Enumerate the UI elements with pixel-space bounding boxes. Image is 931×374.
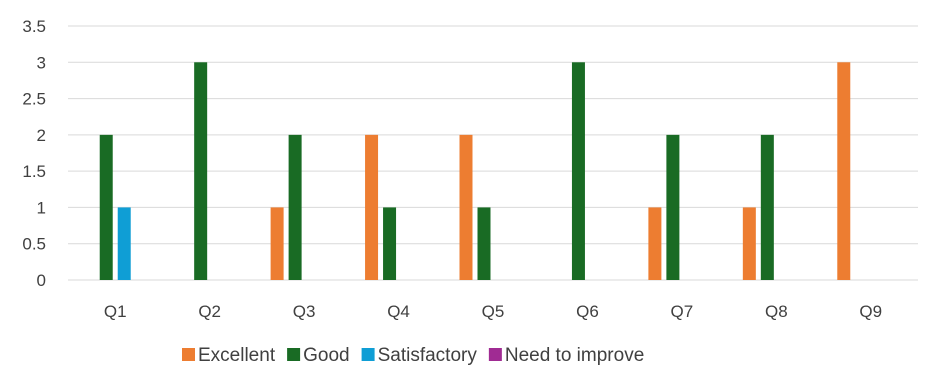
bars <box>99 62 851 281</box>
bar-good-q8 <box>760 134 774 280</box>
x-tick-label: Q3 <box>293 302 316 321</box>
y-tick-label: 1 <box>37 198 46 217</box>
bar-good-q1 <box>99 134 113 280</box>
legend-label-satisfactory: Satisfactory <box>378 345 478 366</box>
y-tick-label: 0.5 <box>22 235 46 254</box>
bar-excellent-q5 <box>459 134 473 280</box>
x-tick-label: Q7 <box>671 302 694 321</box>
legend: Excellent Good Satisfactory Need to improve <box>182 345 644 366</box>
x-tick-label: Q9 <box>859 302 882 321</box>
y-tick-label: 0 <box>37 271 46 290</box>
bar-excellent-q8 <box>742 207 756 280</box>
legend-swatch-excellent <box>182 348 195 361</box>
bar-excellent-q9 <box>837 62 851 281</box>
x-tick-label: Q6 <box>576 302 599 321</box>
y-tick-label: 2.5 <box>22 90 46 109</box>
bar-satisfactory-q1 <box>117 207 131 280</box>
x-tick-label: Q8 <box>765 302 788 321</box>
legend-label-need-to-improve: Need to improve <box>505 345 644 366</box>
y-tick-label: 1.5 <box>22 162 46 181</box>
bar-excellent-q4 <box>365 134 379 280</box>
bar-good-q7 <box>666 134 680 280</box>
bar-good-q5 <box>477 207 491 280</box>
y-axis-ticks: 0 0.5 1 1.5 2 2.5 3 3.5 <box>22 17 46 290</box>
bar-excellent-q7 <box>648 207 662 280</box>
y-tick-label: 3.5 <box>22 17 46 36</box>
bar-excellent-q3 <box>270 207 284 280</box>
x-axis-ticks: Q1 Q2 Q3 Q4 Q5 Q6 Q7 Q8 Q9 <box>104 302 882 321</box>
gridlines <box>68 25 918 281</box>
bar-good-q3 <box>288 134 302 280</box>
x-tick-label: Q2 <box>198 302 221 321</box>
legend-label-good: Good <box>303 345 349 366</box>
legend-swatch-satisfactory <box>361 348 375 361</box>
x-tick-label: Q5 <box>482 302 505 321</box>
y-tick-label: 2 <box>37 126 46 145</box>
bar-good-q2 <box>194 62 208 281</box>
x-tick-label: Q4 <box>387 302 410 321</box>
x-tick-label: Q1 <box>104 302 127 321</box>
legend-label-excellent: Excellent <box>198 345 276 366</box>
legend-swatch-good <box>287 348 301 361</box>
bar-good-q6 <box>571 62 585 281</box>
bar-good-q4 <box>383 207 397 280</box>
y-tick-label: 3 <box>37 53 46 72</box>
legend-swatch-need-to-improve <box>488 348 502 361</box>
